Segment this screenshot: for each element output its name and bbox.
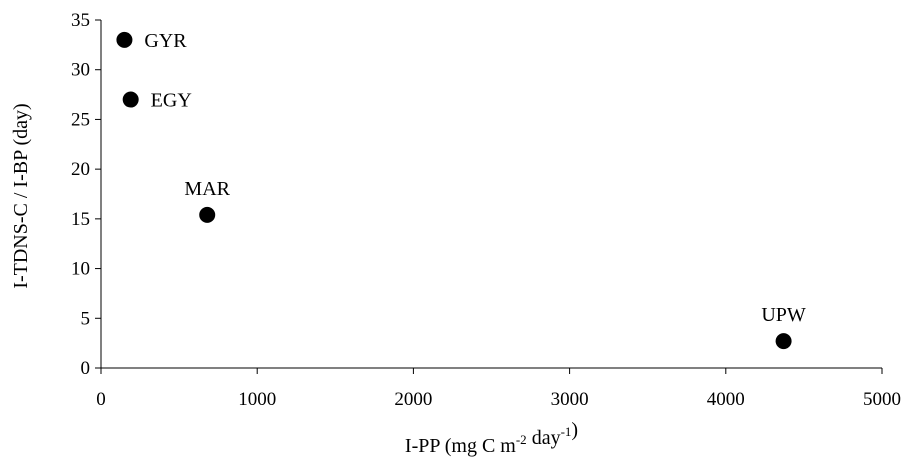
x-axis-title-superscript: -2 <box>516 432 527 447</box>
y-tick-label: 10 <box>71 259 90 280</box>
y-tick-label: 0 <box>81 358 91 379</box>
data-point <box>116 31 133 48</box>
y-axis: 0 5 10 15 20 25 30 35 <box>71 10 102 379</box>
x-tick-label: 4000 <box>707 389 745 410</box>
x-ticks: 0 1000 2000 3000 4000 5000 <box>96 368 901 410</box>
y-tick-label: 20 <box>71 159 90 180</box>
point-label: UPW <box>761 304 806 326</box>
x-axis-title-part: ) <box>571 419 578 441</box>
x-axis-title-part: day <box>527 427 561 449</box>
y-axis-title: I-TDNS-C / I-BP (day) <box>10 103 32 288</box>
x-tick-label: 5000 <box>863 389 901 410</box>
point-label: MAR <box>184 178 230 200</box>
x-axis-title: I-PP (mg C m-2 day-1) <box>405 419 578 457</box>
x-axis-title-part: I-PP (mg C m <box>405 435 516 457</box>
point-label: GYR <box>144 30 187 52</box>
point-label: EGY <box>151 90 192 112</box>
x-axis-title-superscript: -1 <box>561 424 572 439</box>
y-ticks: 0 5 10 15 20 25 30 35 <box>71 10 101 379</box>
x-tick-label: 2000 <box>394 389 432 410</box>
data-point <box>199 206 216 223</box>
x-tick-label: 3000 <box>551 389 589 410</box>
y-tick-label: 5 <box>81 308 91 329</box>
y-tick-label: 35 <box>71 10 90 31</box>
y-tick-label: 25 <box>71 109 90 130</box>
data-point <box>122 91 139 108</box>
y-tick-label: 30 <box>71 60 90 81</box>
x-tick-label: 1000 <box>238 389 276 410</box>
x-axis: 0 1000 2000 3000 4000 5000 <box>96 367 901 410</box>
y-tick-label: 15 <box>71 209 90 230</box>
data-points: GYR EGY MAR UPW <box>116 30 806 350</box>
x-tick-label: 0 <box>96 389 106 410</box>
data-point <box>775 333 792 350</box>
